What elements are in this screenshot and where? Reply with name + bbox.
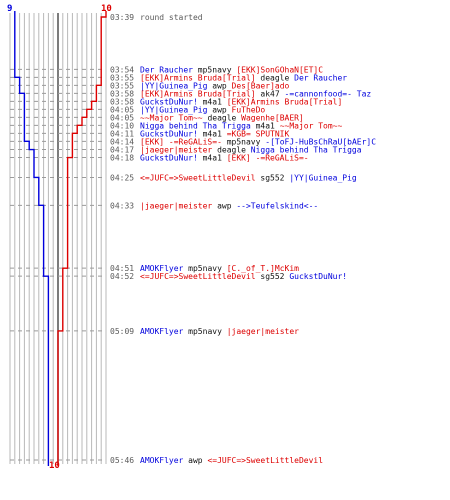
player-name-red: =KGB= SPUTNIK xyxy=(227,129,290,138)
event-description: GuckstDuNur! m4a1 =KGB= SPUTNIK xyxy=(140,129,290,138)
player-name-blue: |YY|Guinea_Pig xyxy=(289,173,357,182)
event-description: [EKK] -=ReGALiS=- mp5navy -[ToFJ-HuBsChR… xyxy=(140,137,376,146)
event-description: <=JUFC=>SweetLittleDevil sg552 GuckstDuN… xyxy=(140,272,347,281)
weapon-label: awp xyxy=(183,456,207,465)
weapon-label: deagle xyxy=(203,113,242,122)
event-description: round started xyxy=(140,13,203,22)
weapon-label: mp5navy xyxy=(193,65,236,74)
weapon-label: mp5navy xyxy=(183,264,226,273)
event-time: 03:55 xyxy=(110,81,134,90)
weapon-label: m4a1 xyxy=(251,121,280,130)
red-start-count: 10 xyxy=(101,4,112,14)
event-description: ~~Major Tom~~ deagle Wagenhe[BAER] xyxy=(140,113,304,122)
event-time: 04:52 xyxy=(110,272,134,281)
player-name-red: |jaeger|meister xyxy=(140,146,212,155)
event-description: |YY|Guinea_Pig awp FuTheDo xyxy=(140,105,265,114)
event-time: 04:05 xyxy=(110,113,134,122)
event-description: |YY|Guinea_Pig awp Des[Baer]ado xyxy=(140,81,290,90)
weapon-label: ak47 xyxy=(256,89,285,98)
event-description: GuckstDuNur! m4a1 [EKK] -=ReGALiS=- xyxy=(140,154,309,163)
player-name-red: FuTheDo xyxy=(232,105,266,114)
player-name-red: [EKK]SonGOhaN[ET]C xyxy=(236,65,323,74)
player-name-red: Des[Baer]ado xyxy=(232,81,290,90)
weapon-label: awp xyxy=(207,81,231,90)
event-time: 04:14 xyxy=(110,137,134,146)
event-time: 03:55 xyxy=(110,73,134,82)
player-name-blue: AMOKFlyer xyxy=(140,327,184,336)
series-line-blue xyxy=(14,11,50,466)
player-name-red: ~~Major Tom~~ xyxy=(140,113,203,122)
player-name-red: ~~Major Tom~~ xyxy=(280,121,343,130)
player-name-blue: Nigga behind Tha Trigga xyxy=(251,146,362,155)
event-description: AMOKFlyer awp <=JUFC=>SweetLittleDevil xyxy=(140,456,323,465)
event-description: |jaeger|meister awp -->Teufelskind<-- xyxy=(140,201,318,210)
red-end-count: 10 xyxy=(49,461,60,471)
event-time: 04:33 xyxy=(110,201,134,210)
event-description: Nigga behind Tha Trigga m4a1 ~~Major Tom… xyxy=(140,121,342,130)
event-description: <=JUFC=>SweetLittleDevil sg552 |YY|Guine… xyxy=(140,173,357,182)
event-note: round started xyxy=(140,13,203,22)
weapon-label: mp5navy xyxy=(222,137,265,146)
blue-start-count: 9 xyxy=(7,4,12,14)
player-name-red: |jaeger|meister xyxy=(140,201,212,210)
player-name-red: |jaeger|meister xyxy=(227,327,299,336)
weapon-label: deagle xyxy=(256,73,295,82)
event-time: 04:25 xyxy=(110,173,134,182)
event-time: 04:17 xyxy=(110,146,134,155)
player-name-red: <=JUFC=>SweetLittleDevil xyxy=(140,272,256,281)
event-description: AMOKFlyer mp5navy [C._of_T.]McKim xyxy=(140,264,299,273)
player-name-red: <=JUFC=>SweetLittleDevil xyxy=(140,173,256,182)
player-name-blue: Der Raucher xyxy=(294,73,347,82)
event-description: GuckstDuNur! m4a1 [EKK]Armins Bruda[Tria… xyxy=(140,97,342,106)
player-name-blue: AMOKFlyer xyxy=(140,456,184,465)
player-name-red: [EKK] -=ReGALiS=- xyxy=(227,154,309,163)
event-time: 04:51 xyxy=(110,264,134,273)
event-time: 04:11 xyxy=(110,129,134,138)
event-description: |jaeger|meister deagle Nigga behind Tha … xyxy=(140,146,362,155)
weapon-label: m4a1 xyxy=(198,97,227,106)
player-name-red: [EKK]Armins Bruda[Trial] xyxy=(227,97,343,106)
player-name-blue: -=cannonfood=- Taz xyxy=(285,89,372,98)
weapon-label: awp xyxy=(207,105,231,114)
player-name-red: Wagenhe[BAER] xyxy=(241,113,304,122)
event-description: Der Raucher mp5navy [EKK]SonGOhaN[ET]C xyxy=(140,65,323,74)
player-name-blue: |YY|Guinea_Pig xyxy=(140,81,208,90)
weapon-label: mp5navy xyxy=(183,327,226,336)
event-time: 03:58 xyxy=(110,89,134,98)
player-name-red: [C._of_T.]McKim xyxy=(227,264,299,273)
event-description: [EKK]Armins Bruda[Trial] deagle Der Rauc… xyxy=(140,73,347,82)
event-time: 05:46 xyxy=(110,456,134,465)
weapon-label: m4a1 xyxy=(198,129,227,138)
player-name-blue: |YY|Guinea_Pig xyxy=(140,105,208,114)
weapon-label: m4a1 xyxy=(198,154,227,163)
player-name-blue: GuckstDuNur! xyxy=(289,272,347,281)
weapon-label: awp xyxy=(212,201,236,210)
event-time: 03:39 xyxy=(110,13,134,22)
event-time: 04:10 xyxy=(110,121,134,130)
event-description: [EKK]Armins Bruda[Trial] ak47 -=cannonfo… xyxy=(140,89,371,98)
player-name-blue: GuckstDuNur! xyxy=(140,154,198,163)
event-time: 05:09 xyxy=(110,327,134,336)
player-name-blue: GuckstDuNur! xyxy=(140,129,198,138)
player-name-blue: Nigga behind Tha Trigga xyxy=(140,121,251,130)
player-name-blue: AMOKFlyer xyxy=(140,264,184,273)
player-name-blue: Der Raucher xyxy=(140,65,193,74)
series-line-red xyxy=(57,11,107,466)
event-description: AMOKFlyer mp5navy |jaeger|meister xyxy=(140,327,299,336)
player-name-red: [EKK]Armins Bruda[Trial] xyxy=(140,89,256,98)
player-name-red: <=JUFC=>SweetLittleDevil xyxy=(207,456,323,465)
player-name-blue: -->Teufelskind<-- xyxy=(236,201,318,210)
player-name-red: [EKK]Armins Bruda[Trial] xyxy=(140,73,256,82)
event-time: 04:05 xyxy=(110,105,134,114)
event-time: 04:18 xyxy=(110,154,134,163)
weapon-label: sg552 xyxy=(256,173,290,182)
player-name-blue: -[ToFJ-HuBsChRaU[bAEr]C xyxy=(265,137,376,146)
event-time: 03:58 xyxy=(110,97,134,106)
player-name-blue: GuckstDuNur! xyxy=(140,97,198,106)
player-name-red: [EKK] -=ReGALiS=- xyxy=(140,137,222,146)
weapon-label: deagle xyxy=(212,146,251,155)
weapon-label: sg552 xyxy=(256,272,290,281)
event-time: 03:54 xyxy=(110,65,134,74)
